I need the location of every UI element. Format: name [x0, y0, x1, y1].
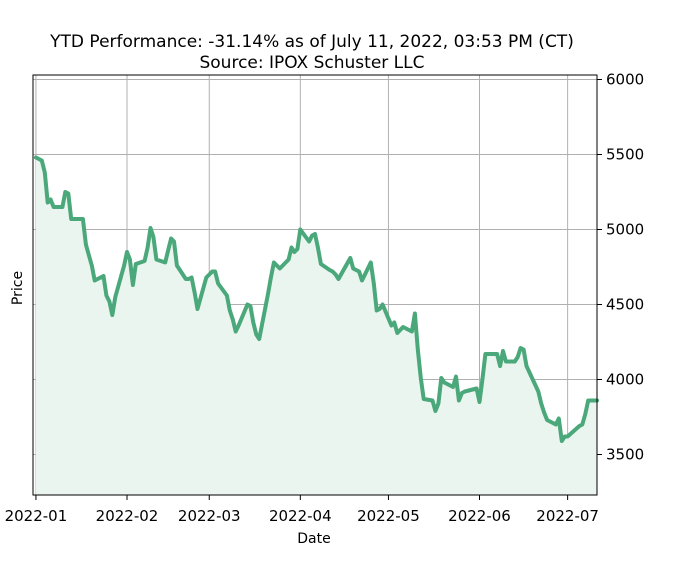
y-tick-label: 3500 — [606, 446, 644, 464]
y-tick-label: 4500 — [606, 296, 644, 314]
y-axis: 3500 4000 4500 5000 5500 6000 — [597, 71, 644, 464]
x-tick-label: 2022-03 — [178, 507, 241, 525]
plot-frame — [32, 74, 598, 496]
x-axis-label: Date — [297, 531, 330, 547]
x-tick-label: 2022-06 — [448, 507, 511, 525]
y-tick-label: 6000 — [606, 71, 644, 89]
y-tick-label: 4000 — [606, 371, 644, 389]
x-axis: 2022-01 2022-02 2022-03 2022-04 2022-05 2022-… — [5, 495, 599, 525]
x-tick-label: 2022-04 — [269, 507, 332, 525]
x-tick-label: 2022-02 — [96, 507, 159, 525]
x-tick-label: 2022-05 — [357, 507, 420, 525]
y-tick-label: 5500 — [606, 146, 644, 164]
price-area-fill — [35, 157, 597, 495]
y-axis-label: Price — [10, 271, 26, 305]
x-tick-label: 2022-07 — [536, 507, 599, 525]
chart-title: YTD Performance: -31.14% as of July 11, … — [49, 32, 574, 52]
price-line — [33, 155, 599, 443]
x-tick-label: 2022-01 — [5, 507, 68, 525]
y-tick-label: 5000 — [606, 221, 644, 239]
plot-area — [32, 74, 599, 496]
chart-subtitle: Source: IPOX Schuster LLC — [199, 53, 424, 73]
